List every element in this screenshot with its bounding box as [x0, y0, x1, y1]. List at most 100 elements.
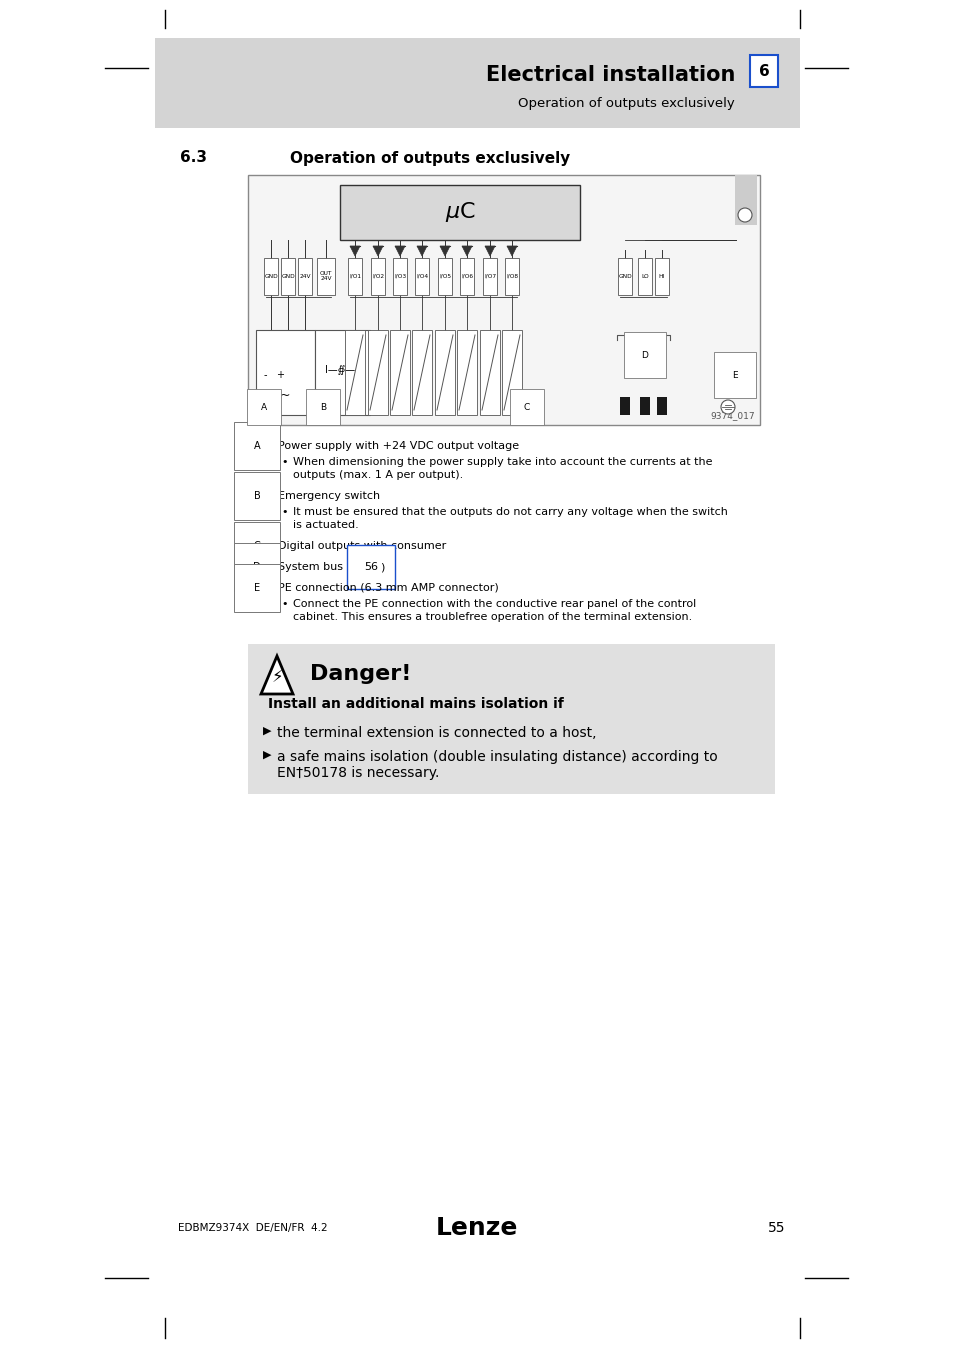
FancyBboxPatch shape	[255, 329, 314, 414]
Text: GND: GND	[281, 274, 294, 278]
Text: 55: 55	[767, 1220, 784, 1235]
FancyBboxPatch shape	[297, 258, 312, 296]
Text: PE: PE	[720, 390, 730, 400]
Text: PE connection (6.3 mm AMP connector): PE connection (6.3 mm AMP connector)	[277, 583, 498, 593]
Text: A: A	[253, 441, 260, 451]
Polygon shape	[261, 656, 293, 694]
FancyBboxPatch shape	[734, 176, 757, 225]
Text: E: E	[253, 583, 260, 593]
Text: I/O4: I/O4	[416, 274, 428, 278]
Text: I/O1: I/O1	[349, 274, 360, 278]
Text: Install an additional mains isolation if: Install an additional mains isolation if	[268, 697, 563, 711]
FancyBboxPatch shape	[368, 329, 388, 414]
FancyBboxPatch shape	[618, 258, 631, 296]
Text: Emergency switch: Emergency switch	[277, 491, 379, 501]
Text: ▶: ▶	[263, 726, 272, 736]
Text: I/O6: I/O6	[460, 274, 473, 278]
Text: -: -	[263, 370, 267, 379]
FancyBboxPatch shape	[619, 397, 629, 414]
FancyBboxPatch shape	[479, 329, 499, 414]
Text: D: D	[640, 351, 648, 359]
FancyBboxPatch shape	[749, 55, 778, 86]
Text: ⚡: ⚡	[271, 668, 282, 686]
Text: +: +	[275, 370, 284, 379]
Text: A: A	[261, 402, 267, 412]
Text: Operation of outputs exclusively: Operation of outputs exclusively	[290, 150, 570, 166]
FancyBboxPatch shape	[393, 258, 407, 296]
Text: Danger!: Danger!	[310, 664, 411, 684]
Polygon shape	[484, 246, 495, 256]
FancyBboxPatch shape	[154, 38, 800, 128]
FancyBboxPatch shape	[339, 185, 579, 240]
Text: B: B	[253, 491, 260, 501]
Text: When dimensioning the power supply take into account the currents at the: When dimensioning the power supply take …	[293, 458, 712, 467]
Text: Connect the PE connection with the conductive rear panel of the control: Connect the PE connection with the condu…	[293, 599, 696, 609]
Text: outputs (max. 1 A per output).: outputs (max. 1 A per output).	[293, 470, 463, 481]
Text: System bus (CAN) (⇒: System bus (CAN) (⇒	[277, 562, 399, 572]
Text: ): )	[379, 562, 384, 572]
Text: Power supply with +24 VDC output voltage: Power supply with +24 VDC output voltage	[277, 441, 518, 451]
Text: GND: GND	[618, 274, 631, 278]
FancyBboxPatch shape	[437, 258, 452, 296]
Polygon shape	[373, 246, 382, 256]
FancyBboxPatch shape	[320, 397, 331, 414]
FancyBboxPatch shape	[639, 397, 649, 414]
FancyBboxPatch shape	[345, 329, 365, 414]
FancyBboxPatch shape	[506, 397, 517, 414]
Polygon shape	[395, 246, 405, 256]
Text: ~: ~	[279, 389, 290, 401]
Polygon shape	[416, 246, 427, 256]
Text: EN†50178 is necessary.: EN†50178 is necessary.	[276, 765, 439, 780]
Text: I/O2: I/O2	[372, 274, 384, 278]
Text: I—∯—: I—∯—	[325, 364, 355, 375]
FancyBboxPatch shape	[266, 397, 275, 414]
Text: •: •	[281, 458, 288, 467]
FancyBboxPatch shape	[371, 258, 385, 296]
Text: $\mu$C: $\mu$C	[444, 201, 475, 224]
Text: 56: 56	[364, 562, 377, 572]
Text: GND: GND	[264, 274, 277, 278]
FancyBboxPatch shape	[283, 397, 293, 414]
Polygon shape	[439, 246, 450, 256]
Text: OUT
24V: OUT 24V	[319, 271, 332, 281]
Text: LO: LO	[640, 274, 648, 278]
Text: Electrical installation: Electrical installation	[485, 65, 734, 85]
Text: C: C	[523, 402, 530, 412]
Text: Digital outputs with consumer: Digital outputs with consumer	[277, 541, 446, 551]
Text: •: •	[281, 508, 288, 517]
Circle shape	[738, 208, 751, 221]
Text: I/O5: I/O5	[438, 274, 451, 278]
FancyBboxPatch shape	[504, 258, 518, 296]
FancyBboxPatch shape	[638, 258, 651, 296]
FancyBboxPatch shape	[461, 397, 472, 414]
FancyBboxPatch shape	[248, 176, 760, 425]
Text: the terminal extension is connected to a host,: the terminal extension is connected to a…	[276, 726, 596, 740]
FancyBboxPatch shape	[350, 397, 359, 414]
Polygon shape	[461, 246, 472, 256]
FancyBboxPatch shape	[373, 397, 382, 414]
FancyBboxPatch shape	[395, 397, 405, 414]
FancyBboxPatch shape	[657, 397, 666, 414]
Text: •: •	[281, 599, 288, 609]
Text: 24V: 24V	[299, 274, 311, 278]
Text: 9374_017: 9374_017	[710, 410, 754, 420]
FancyBboxPatch shape	[484, 397, 495, 414]
Text: C: C	[253, 541, 260, 551]
FancyBboxPatch shape	[459, 258, 474, 296]
FancyBboxPatch shape	[435, 329, 455, 414]
FancyBboxPatch shape	[655, 258, 668, 296]
Text: EDBMZ9374X  DE/EN/FR  4.2: EDBMZ9374X DE/EN/FR 4.2	[178, 1223, 327, 1233]
FancyBboxPatch shape	[415, 258, 429, 296]
Text: cabinet. This ensures a troublefree operation of the terminal extension.: cabinet. This ensures a troublefree oper…	[293, 612, 692, 622]
Polygon shape	[506, 246, 517, 256]
Text: I/O8: I/O8	[505, 274, 517, 278]
Text: I/O3: I/O3	[394, 274, 406, 278]
Text: 6: 6	[758, 63, 768, 78]
FancyBboxPatch shape	[390, 329, 410, 414]
FancyBboxPatch shape	[416, 397, 427, 414]
Text: ▶: ▶	[263, 751, 272, 760]
Text: Lenze: Lenze	[436, 1216, 517, 1241]
FancyBboxPatch shape	[348, 258, 361, 296]
Text: Operation of outputs exclusively: Operation of outputs exclusively	[517, 96, 734, 109]
FancyBboxPatch shape	[299, 397, 310, 414]
